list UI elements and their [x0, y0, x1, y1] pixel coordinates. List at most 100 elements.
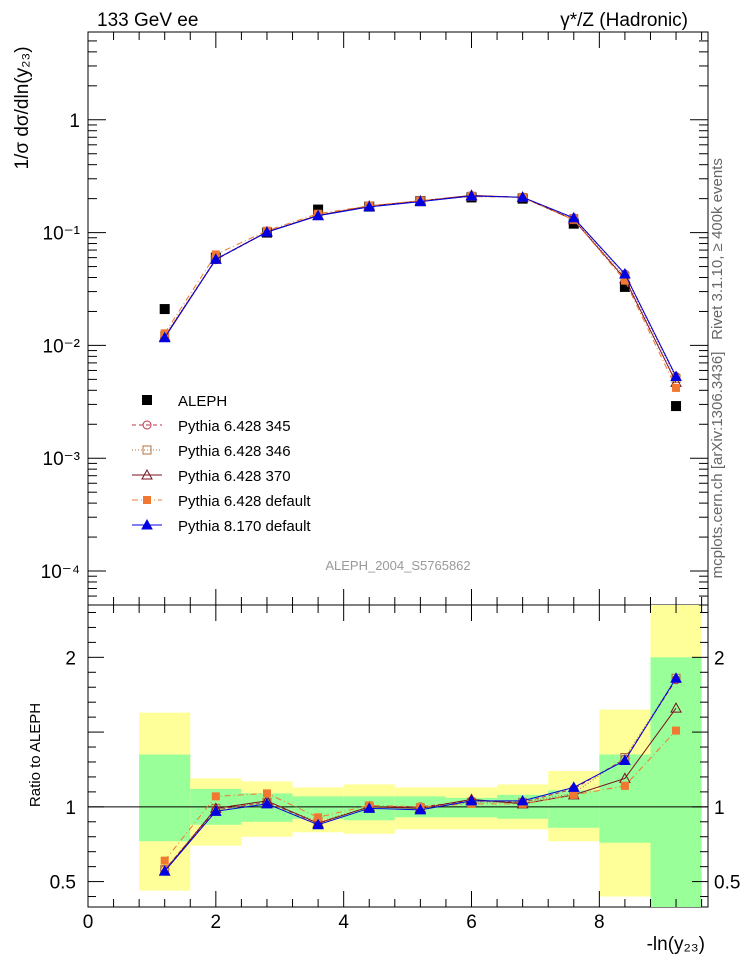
axes: 10⁻⁴ 10⁻³ 10⁻² 10⁻¹ 1 0 2 4 6 8 0.5 0.5 1 1 2 2: [41, 31, 740, 933]
main-y-axis-title: 1/σ dσ/dln(y₂₃): [12, 46, 33, 169]
data-point: [465, 189, 478, 201]
main-y-tick-label: 10⁻⁴: [41, 562, 80, 583]
legend-entry: ALEPH: [142, 393, 227, 410]
series-line: [164, 195, 677, 377]
legend-marker: [142, 445, 152, 455]
green-band-9: [599, 754, 651, 843]
data-point: [158, 331, 171, 343]
legend-marker: [141, 468, 153, 480]
data-point: [209, 805, 222, 816]
x-axis-title: -ln(y₂₃): [647, 934, 705, 955]
x-tick-label: 4: [338, 912, 349, 933]
data-point: [159, 304, 170, 315]
data-point: [516, 191, 529, 202]
series-line: [164, 194, 677, 383]
ratio-y-axis-title: Ratio to ALEPH: [27, 703, 44, 807]
legend-label: Pythia 8.170 default: [178, 518, 311, 535]
series-pythia-6-428-345: [160, 191, 681, 382]
series-aleph: [159, 192, 682, 412]
legend-label: Pythia 6.428 346: [178, 443, 291, 460]
data-point: [619, 754, 631, 765]
data-point: [620, 781, 629, 790]
series-pythia-8-170-default: [158, 672, 682, 876]
data-point: [363, 200, 376, 212]
legend-marker: [142, 420, 152, 430]
ratio-y-tick-label: 2: [65, 648, 76, 669]
data-point: [160, 856, 169, 865]
ratio-y-tick-label-right: 0.5: [714, 873, 740, 894]
data-point: [672, 383, 681, 392]
series-pythia-6-428-default: [160, 192, 681, 392]
data-point: [261, 226, 273, 237]
legend-entry: Pythia 6.428 346: [132, 443, 291, 460]
main-series: [158, 189, 682, 412]
data-point: [567, 211, 580, 223]
legend: ALEPH Pythia 6.428 345 Pythia 6.428 346 Pyt…: [132, 393, 311, 535]
data-point: [158, 865, 171, 876]
legend-label: Pythia 6.428 345: [178, 418, 291, 435]
data-point: [671, 401, 682, 412]
legend-entry: Pythia 6.428 default: [132, 493, 311, 510]
series-pythia-6-428-346: [160, 191, 681, 383]
data-point: [619, 267, 631, 279]
data-point: [312, 209, 324, 221]
data-point: [211, 792, 220, 801]
green-band-0: [139, 754, 191, 842]
x-tick-label: 0: [83, 912, 94, 933]
green-band-10: [650, 657, 702, 907]
data-point: [670, 672, 682, 683]
ratio-panel-frame: [87, 604, 709, 908]
legend-marker: [141, 518, 153, 530]
ratio-uncertainty-bands: [139, 605, 702, 907]
x-tick-label: 2: [211, 912, 222, 933]
data-point: [312, 818, 324, 830]
data-point: [569, 790, 578, 799]
series-pythia-8-170-default: [158, 189, 682, 382]
data-point: [619, 281, 630, 292]
data-point: [414, 803, 427, 815]
data-point: [414, 195, 427, 207]
analysis-label: ALEPH_2004_S5765862: [325, 558, 470, 573]
legend-marker: [143, 496, 151, 504]
main-y-tick-label: 10⁻³: [43, 449, 81, 470]
x-tick-label: 8: [594, 912, 605, 933]
data-point: [670, 370, 682, 382]
series-line: [164, 195, 677, 379]
data-point: [620, 276, 629, 285]
legend-marker: [142, 395, 152, 405]
data-point: [209, 253, 222, 264]
data-point: [314, 813, 323, 822]
legend-label: Pythia 6.428 default: [178, 493, 311, 510]
main-y-tick-label: 10⁻¹: [43, 224, 81, 245]
ratio-y-tick-label-right: 2: [714, 648, 725, 669]
ratio-series: [158, 672, 682, 876]
ratio-y-tick-label: 0.5: [50, 873, 76, 894]
data-point: [261, 797, 273, 809]
series-line: [164, 195, 677, 389]
main-y-tick-label: 1: [69, 111, 80, 132]
legend-label: Pythia 6.428 370: [178, 468, 291, 485]
x-tick-label: 6: [466, 912, 477, 933]
process-label: γ*/Z (Hadronic): [560, 10, 688, 31]
rivet-version-label: Rivet 3.1.10, ≥ 400k events: [709, 158, 726, 340]
ratio-y-tick-label: 1: [65, 798, 76, 819]
data-point: [516, 794, 529, 806]
series-line: [164, 677, 677, 870]
legend-label: ALEPH: [178, 393, 227, 410]
legend-entry: Pythia 6.428 345: [132, 418, 291, 435]
legend-entry: Pythia 8.170 default: [132, 518, 311, 535]
data-point: [670, 702, 682, 713]
series-pythia-6-428-370: [158, 189, 682, 387]
mcplots-label: mcplots.cern.ch [arXiv:1306.3436]: [709, 352, 726, 579]
data-point: [672, 726, 681, 735]
data-point: [567, 781, 580, 792]
data-point: [363, 802, 376, 813]
data-point: [262, 789, 271, 798]
data-point: [465, 794, 478, 806]
ratio-y-tick-label-right: 1: [714, 798, 725, 819]
energy-label: 133 GeV ee: [97, 10, 198, 31]
main-y-tick-label: 10⁻²: [43, 336, 81, 357]
series-line: [164, 195, 677, 377]
green-band-3: [292, 796, 344, 819]
